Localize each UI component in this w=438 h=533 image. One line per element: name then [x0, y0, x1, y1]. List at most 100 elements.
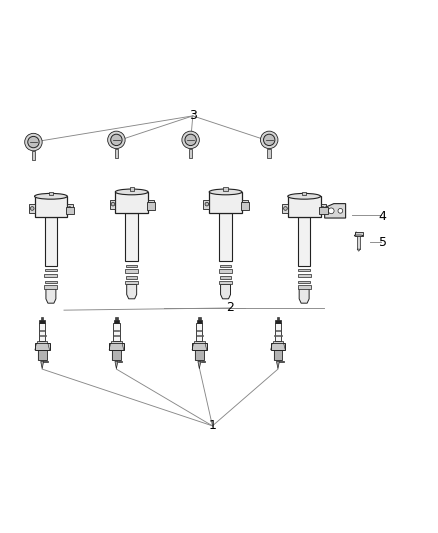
Circle shape: [111, 203, 115, 206]
Bar: [125, 213, 138, 261]
Bar: [109, 343, 124, 350]
Bar: [297, 274, 311, 277]
Bar: [242, 199, 247, 209]
Bar: [196, 330, 202, 332]
Circle shape: [185, 134, 196, 146]
Bar: [194, 341, 205, 343]
Bar: [288, 196, 321, 217]
Bar: [35, 196, 67, 217]
Circle shape: [148, 203, 152, 206]
Circle shape: [30, 207, 34, 211]
Bar: [192, 343, 207, 350]
Circle shape: [264, 134, 275, 146]
Bar: [111, 341, 122, 343]
Circle shape: [68, 207, 71, 211]
Bar: [209, 192, 242, 213]
Bar: [298, 281, 310, 283]
Bar: [113, 330, 119, 332]
Ellipse shape: [35, 193, 67, 199]
Bar: [196, 324, 202, 341]
Polygon shape: [221, 285, 230, 299]
Bar: [113, 324, 120, 341]
Bar: [277, 317, 279, 319]
Circle shape: [261, 131, 278, 149]
Bar: [39, 335, 46, 336]
Bar: [220, 265, 231, 267]
Bar: [66, 207, 74, 214]
Bar: [29, 204, 35, 213]
Text: 1: 1: [208, 419, 216, 432]
Polygon shape: [127, 285, 137, 299]
Polygon shape: [357, 249, 360, 251]
Bar: [110, 199, 115, 209]
Text: 3: 3: [189, 109, 197, 123]
Polygon shape: [115, 361, 118, 369]
Bar: [196, 335, 203, 336]
Bar: [67, 204, 73, 213]
Bar: [321, 204, 326, 213]
Bar: [298, 269, 310, 271]
Bar: [298, 217, 311, 266]
Bar: [118, 361, 122, 362]
Bar: [275, 324, 281, 341]
Text: 4: 4: [379, 210, 387, 223]
Text: 2: 2: [226, 302, 234, 314]
Bar: [126, 276, 138, 279]
Bar: [44, 285, 57, 289]
Bar: [302, 191, 306, 195]
Bar: [130, 187, 134, 191]
Bar: [189, 149, 192, 158]
Bar: [203, 199, 209, 209]
Circle shape: [25, 133, 42, 151]
Bar: [355, 232, 363, 236]
Circle shape: [111, 134, 122, 146]
Bar: [32, 151, 35, 160]
Polygon shape: [299, 289, 309, 303]
Circle shape: [182, 131, 199, 149]
Bar: [219, 281, 232, 285]
Bar: [219, 213, 232, 261]
Bar: [125, 281, 138, 285]
Bar: [45, 269, 57, 271]
Bar: [147, 203, 155, 210]
Circle shape: [205, 203, 208, 206]
Circle shape: [321, 207, 325, 211]
Polygon shape: [46, 289, 56, 303]
Bar: [198, 317, 201, 319]
Bar: [195, 350, 204, 360]
Polygon shape: [276, 361, 279, 369]
Bar: [271, 343, 285, 350]
Bar: [219, 270, 232, 273]
Polygon shape: [198, 361, 201, 369]
Bar: [45, 281, 57, 283]
Circle shape: [242, 203, 246, 206]
Bar: [148, 199, 154, 209]
Bar: [45, 217, 57, 266]
Bar: [268, 149, 271, 158]
Bar: [279, 361, 284, 362]
Bar: [115, 192, 148, 213]
Bar: [273, 341, 283, 343]
Bar: [275, 319, 281, 324]
Polygon shape: [41, 361, 44, 369]
Circle shape: [328, 208, 334, 214]
Bar: [114, 319, 119, 324]
Bar: [274, 335, 282, 336]
Polygon shape: [325, 204, 346, 218]
Bar: [282, 204, 288, 213]
Bar: [44, 274, 57, 277]
Bar: [297, 285, 311, 289]
Bar: [201, 361, 205, 362]
Bar: [38, 350, 46, 360]
Bar: [37, 341, 47, 343]
Circle shape: [284, 207, 287, 211]
Bar: [197, 319, 202, 324]
Bar: [41, 317, 43, 319]
Bar: [39, 324, 45, 341]
Text: 5: 5: [379, 236, 387, 249]
Ellipse shape: [354, 235, 363, 237]
Bar: [240, 203, 249, 210]
Ellipse shape: [209, 189, 242, 195]
Bar: [275, 330, 281, 332]
Bar: [112, 350, 121, 360]
